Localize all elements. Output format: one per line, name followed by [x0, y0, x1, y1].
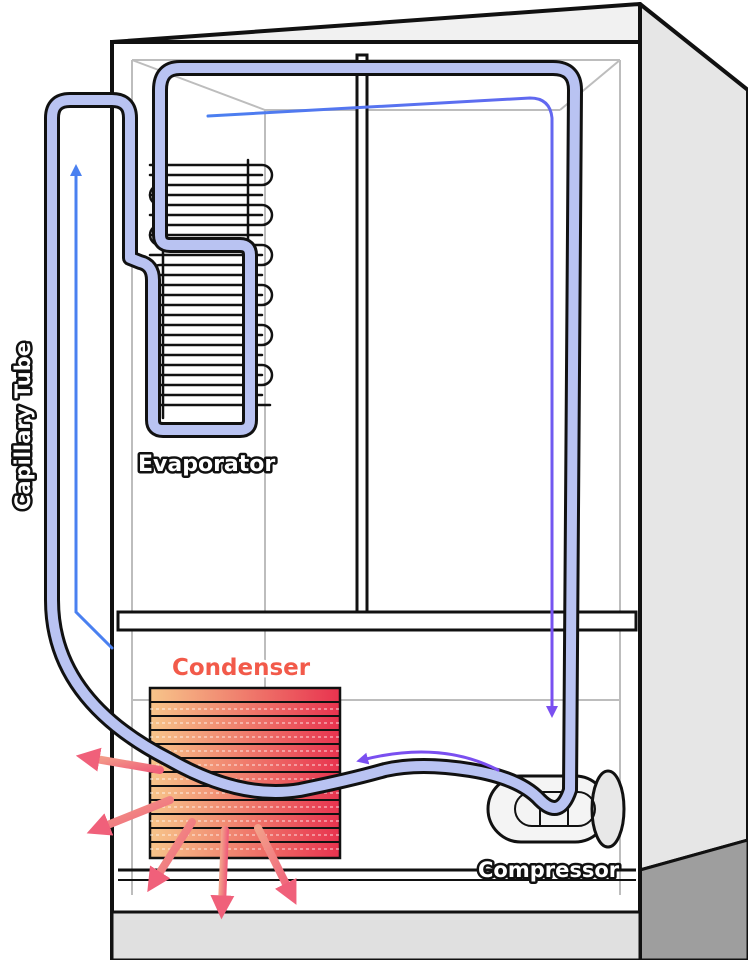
- compressor-label: Compressor: [478, 858, 620, 882]
- arrow-icon: [206, 96, 558, 718]
- arrow-icon: [70, 164, 114, 650]
- cabinet-front-base: [110, 910, 642, 960]
- compartment-divider: [116, 610, 638, 632]
- heat-arrow-icon: [75, 747, 164, 774]
- capillary-tube-label: Capillary Tube: [11, 342, 35, 510]
- cabinet-side-panel: [638, 2, 748, 960]
- compressor-end-cap: [590, 769, 626, 849]
- condenser-label: Condenser: [172, 655, 311, 681]
- door-divider: [355, 53, 369, 617]
- heat-arrow-icon: [210, 826, 235, 920]
- refrigerant-tube: [44, 60, 583, 816]
- heat-arrow-icon: [86, 796, 174, 836]
- heat-arrows: [75, 747, 297, 920]
- arrow-icon: [356, 750, 500, 772]
- evaporator-label: Evaporator: [138, 452, 275, 477]
- cabinet-top-panel: [110, 2, 642, 44]
- flow-arrows: [70, 96, 558, 772]
- heat-arrow-icon: [254, 824, 297, 905]
- heat-arrow-icon: [147, 818, 196, 893]
